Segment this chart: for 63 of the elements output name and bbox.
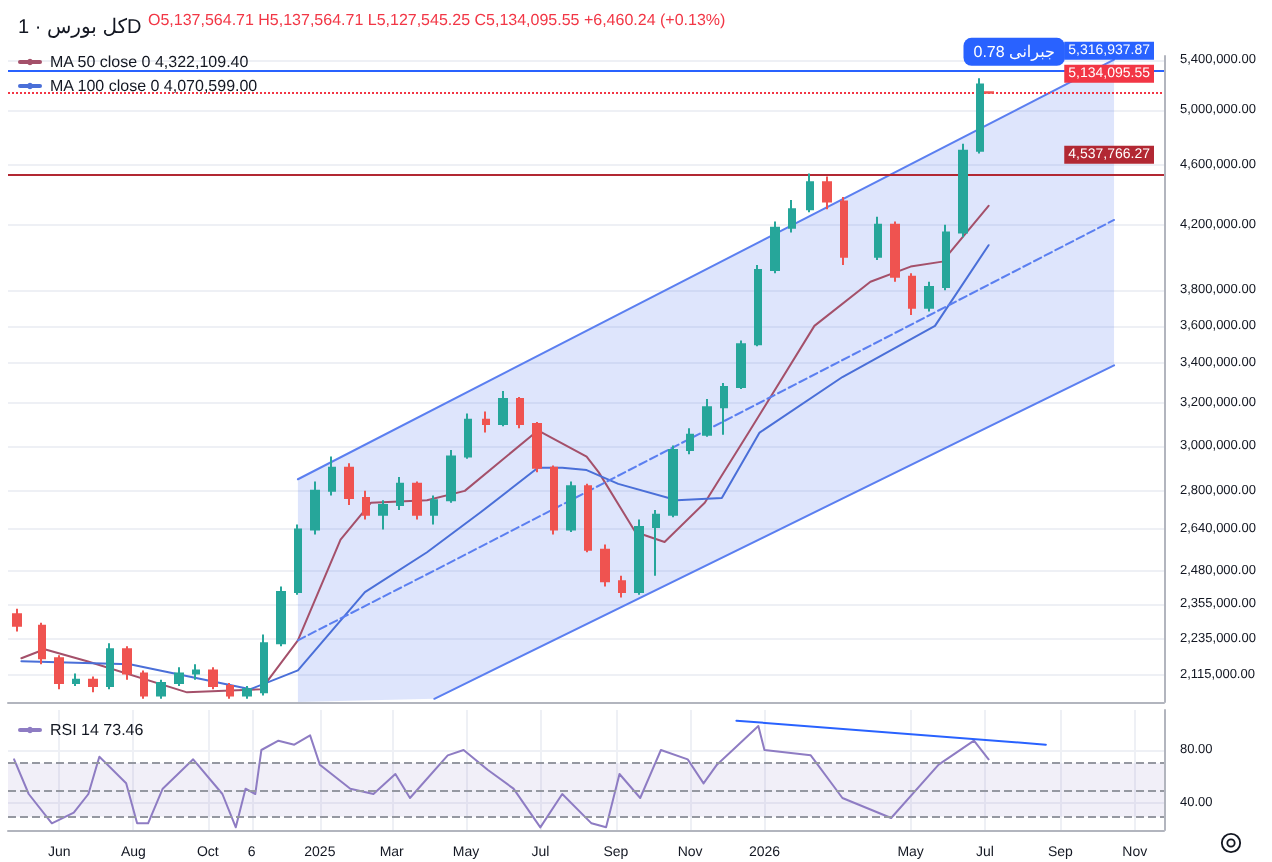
candlestick (122, 645, 132, 681)
candlestick (294, 523, 302, 596)
candlestick (584, 482, 592, 554)
candlestick (192, 663, 200, 681)
candlestick (464, 412, 472, 460)
candlestick (634, 518, 644, 596)
candlestick (260, 633, 268, 697)
legend-label: MA 50 close 0 4,322,109.40 (50, 53, 250, 71)
candlestick (924, 280, 934, 313)
chart-title: کل بورس · 1D (18, 17, 142, 39)
candlestick (88, 675, 98, 694)
candlestick (208, 666, 218, 691)
candlestick (430, 494, 438, 526)
candlestick (106, 642, 114, 691)
candlestick (276, 585, 286, 648)
candlestick (908, 272, 916, 316)
candlestick (310, 480, 320, 536)
legend-label: MA 100 close 0 4,070,599.00 (50, 77, 259, 95)
candlestick (482, 410, 490, 434)
candlestick (958, 142, 968, 239)
candlestick (498, 389, 508, 428)
candlestick (686, 427, 694, 456)
candlestick (446, 448, 456, 504)
candlestick (942, 223, 950, 292)
candlestick (378, 499, 388, 531)
candlestick (754, 263, 762, 348)
candlestick (242, 685, 252, 700)
candlestick (822, 175, 832, 211)
candlestick (12, 607, 22, 633)
candlestick (874, 215, 882, 261)
candlestick (668, 444, 678, 519)
candlestick (54, 654, 64, 691)
candlestick (840, 196, 848, 266)
annotation: جبرانی 0.78 (973, 42, 1055, 61)
candlestick (976, 77, 984, 155)
text: O5,137,564.71 H5,137,564.71 L5,127,545.25 C5,134,095.55 +6,460.24 (+0.13%) (148, 11, 727, 29)
candlestick (226, 681, 234, 700)
candlestick (720, 381, 728, 436)
candlestick (344, 462, 354, 507)
candlestick (770, 220, 780, 275)
candlestick (566, 480, 576, 533)
candlestick (652, 508, 660, 577)
candlestick (396, 475, 404, 511)
candlestick (618, 574, 626, 599)
candlestick (702, 398, 712, 438)
candlestick (600, 543, 610, 588)
candlestick (72, 672, 80, 688)
candlestick (736, 339, 746, 390)
candlestick (38, 621, 46, 666)
candlestick (174, 666, 184, 688)
candlestick (788, 199, 796, 234)
candlestick (550, 464, 558, 536)
candlestick (806, 172, 814, 214)
legend-label: RSI 14 73.46 (50, 721, 145, 739)
candlestick (516, 396, 524, 430)
candlestick (890, 220, 900, 283)
candlestick (532, 420, 542, 474)
line-series (13, 725, 990, 829)
candlestick (412, 480, 422, 521)
candlestick (362, 489, 370, 521)
candlestick (156, 678, 166, 700)
candlestick (140, 669, 148, 700)
candlestick (328, 455, 336, 497)
